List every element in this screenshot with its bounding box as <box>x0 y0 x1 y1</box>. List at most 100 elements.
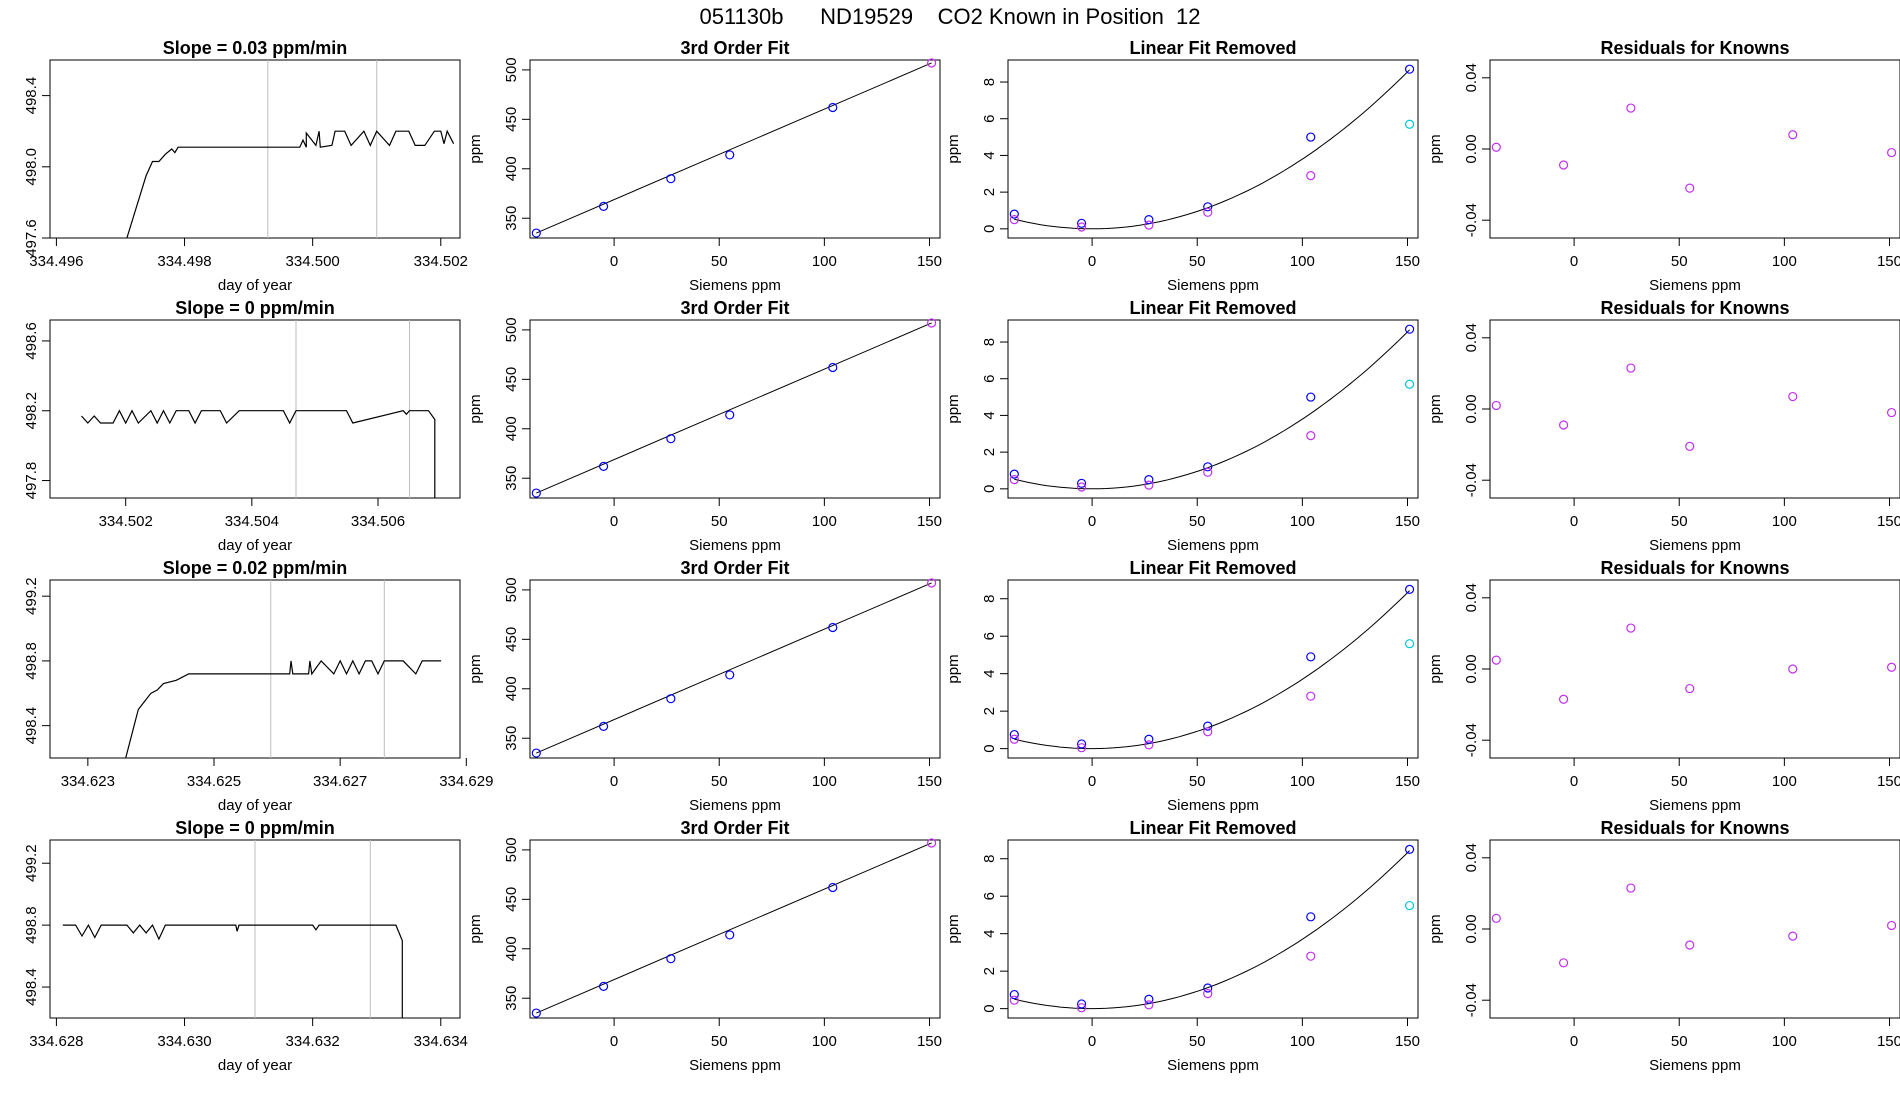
r2-res-xtick-label: 150 <box>1877 513 1900 530</box>
r3-fit-xtick-label: 0 <box>610 773 618 790</box>
r4-fit-data-point <box>725 930 735 940</box>
r1-ts-series-line <box>126 129 455 239</box>
r4-fit-ylabel: ppm <box>467 914 484 943</box>
r2-fit-data-point <box>666 434 676 444</box>
r1-fit-title: 3rd Order Fit <box>680 38 789 58</box>
r1-fit-data-point <box>531 228 541 238</box>
r1-ts-plot-frame <box>49 59 461 239</box>
r4-res-data-point <box>1558 958 1569 968</box>
r4-res-data-point <box>1685 940 1695 950</box>
r2-res-data-point <box>1491 400 1501 411</box>
r4-fit-xtick-label: 100 <box>812 1033 837 1050</box>
r1-res-xtick-label: 150 <box>1877 253 1900 270</box>
r4-fit-ytick-label: 400 <box>503 936 520 961</box>
r3-fit-data-point <box>828 622 838 633</box>
r1-ts-ytick-label: 497.6 <box>23 219 40 257</box>
r3-fit-data-point <box>926 578 937 588</box>
r4-ts-ytick-label: 498.4 <box>23 968 40 1006</box>
r4-lin-data-point <box>1009 995 1019 1005</box>
r1-fit-ylabel: ppm <box>467 134 484 163</box>
r4-lin-data-point <box>1404 844 1415 854</box>
r4-ts-series-line <box>62 923 403 1018</box>
r2-res-ytick-label: 0.00 <box>1463 394 1480 423</box>
r4-res-xtick-label: 50 <box>1671 1033 1688 1050</box>
r3-lin-ylabel: ppm <box>945 654 962 683</box>
r2-lin-xtick-label: 100 <box>1290 513 1315 530</box>
r1-fit-ytick-label: 350 <box>503 206 520 231</box>
r2-lin-data-point <box>1306 431 1316 441</box>
r4-lin-data-point <box>1203 989 1213 999</box>
r2-fit-xtick-label: 150 <box>917 513 942 530</box>
r3-res-xtick-label: 150 <box>1877 773 1900 790</box>
r1-lin-data-point <box>1144 220 1154 230</box>
r3-res-data-point <box>1886 662 1897 672</box>
r2-ts-plot-frame <box>49 319 461 499</box>
r1-ts-ytick-label: 498.4 <box>23 77 40 115</box>
r2-lin-data-point <box>1009 475 1019 485</box>
r3-lin-xtick-label: 100 <box>1290 773 1315 790</box>
r1-fit-data-point <box>926 58 937 68</box>
r4-res-xtick-label: 150 <box>1877 1033 1900 1050</box>
r3-lin-data-point <box>1144 734 1154 744</box>
r2-lin-xlabel: Siemens ppm <box>1167 537 1259 554</box>
r2-lin-ytick-label: 6 <box>981 375 998 383</box>
r1-fit-xtick-label: 0 <box>610 253 618 270</box>
r1-lin-xlabel: Siemens ppm <box>1167 277 1259 294</box>
r4-lin-data-point <box>1306 951 1316 961</box>
r3-lin-xlabel: Siemens ppm <box>1167 797 1259 814</box>
r3-lin-data-point <box>1203 721 1213 731</box>
r1-res-ylabel: ppm <box>1427 134 1444 163</box>
r4-fit-data-point <box>666 954 676 964</box>
r4-ts-xtick-label: 334.632 <box>286 1033 340 1050</box>
r4-lin-xlabel: Siemens ppm <box>1167 1057 1259 1074</box>
r4-res-ytick-label: 0.00 <box>1463 914 1480 943</box>
r2-res-ylabel: ppm <box>1427 394 1444 423</box>
r4-res-data-point <box>1788 931 1798 941</box>
r1-res-ytick-label: -0.04 <box>1463 203 1480 237</box>
r1-fit-plot-frame <box>529 59 941 239</box>
r1-fit-data-point <box>598 201 609 211</box>
r3-lin-data-point <box>1009 729 1019 740</box>
r3-fit-ytick-label: 350 <box>503 726 520 751</box>
r3-res-data-point <box>1626 623 1636 633</box>
r2-ts-ytick-label: 498.6 <box>23 322 40 360</box>
r4-lin-ytick-label: 8 <box>981 855 998 863</box>
r2-res-xtick-label: 50 <box>1671 513 1688 530</box>
r3-res-ytick-label: 0.00 <box>1463 654 1480 683</box>
r2-res-xtick-label: 100 <box>1772 513 1797 530</box>
r2-lin-ytick-label: 4 <box>981 411 998 419</box>
r3-lin-data-point <box>1203 727 1213 737</box>
r4-lin-fit-curve <box>1014 850 1410 1010</box>
r2-res-data-point <box>1558 420 1569 430</box>
r2-fit-xtick-label: 100 <box>812 513 837 530</box>
r4-res-title: Residuals for Knowns <box>1600 818 1789 838</box>
r4-ts-ytick-label: 499.2 <box>23 844 40 882</box>
r1-lin-data-point <box>1306 171 1316 181</box>
r4-res-ytick-label: 0.04 <box>1463 843 1480 872</box>
r3-fit-xlabel: Siemens ppm <box>689 797 781 814</box>
r3-fit-data-point <box>598 721 609 731</box>
r4-ts-title: Slope = 0 ppm/min <box>175 818 335 838</box>
r1-ts-title: Slope = 0.03 ppm/min <box>163 38 348 58</box>
r4-lin-xtick-label: 150 <box>1395 1033 1420 1050</box>
r4-lin-plot-frame <box>1007 839 1419 1019</box>
r4-fit-data-point <box>531 1008 541 1018</box>
r1-fit-fit-line <box>536 62 932 234</box>
r4-lin-ylabel: ppm <box>945 914 962 943</box>
r2-ts-ytick-label: 497.8 <box>23 462 40 500</box>
r2-fit-xtick-label: 0 <box>610 513 618 530</box>
r3-fit-data-point <box>725 670 735 680</box>
r3-lin-xtick-label: 0 <box>1088 773 1096 790</box>
r2-ts-xtick-label: 334.502 <box>99 513 153 530</box>
r3-fit-ytick-label: 500 <box>503 577 520 602</box>
r4-res-data-point <box>1491 913 1501 923</box>
r4-lin-data-point <box>1144 1000 1154 1010</box>
r2-res-ytick-label: 0.04 <box>1463 323 1480 352</box>
r2-lin-data-point <box>1009 469 1019 479</box>
r2-lin-xtick-label: 150 <box>1395 513 1420 530</box>
r3-ts-xtick-label: 334.627 <box>313 773 367 790</box>
r3-ts-title: Slope = 0.02 ppm/min <box>163 558 348 578</box>
r4-res-data-point <box>1886 920 1897 931</box>
r2-fit-plot-frame <box>529 319 941 499</box>
